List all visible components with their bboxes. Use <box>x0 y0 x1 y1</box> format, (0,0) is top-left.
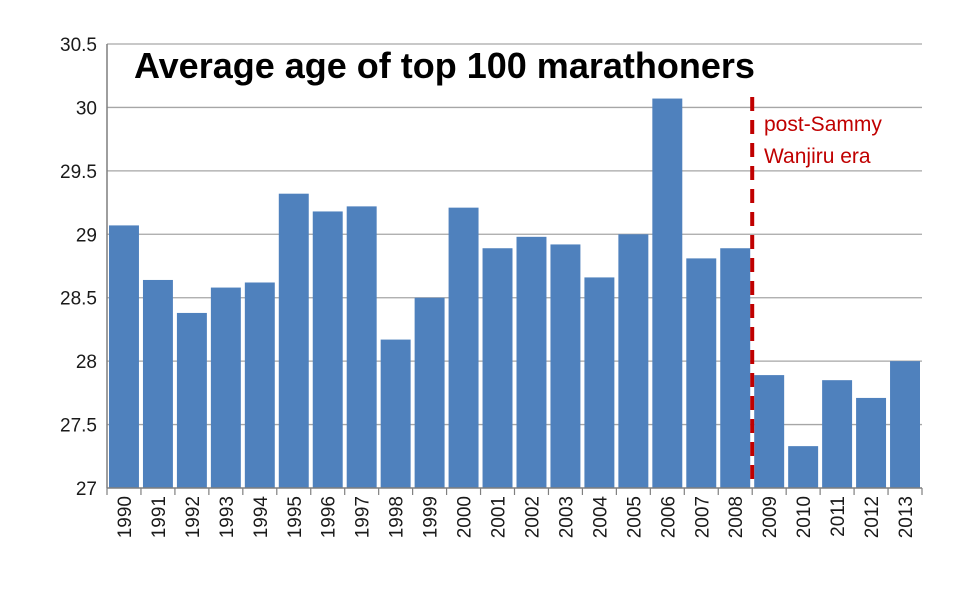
x-tick-label: 1994 <box>251 496 272 539</box>
bar-2012 <box>856 397 887 488</box>
x-tick-label: 1992 <box>183 496 204 538</box>
bar-2001 <box>482 248 513 488</box>
bar-1999 <box>414 297 445 488</box>
bar-1997 <box>346 206 377 488</box>
x-tick-label: 2007 <box>692 496 713 538</box>
x-tick-label: 2003 <box>556 496 577 538</box>
y-tick-label: 29 <box>76 225 97 246</box>
x-tick-label: 1990 <box>115 496 136 538</box>
annotation-line-2: Wanjiru era <box>764 145 871 168</box>
y-tick-label: 27 <box>76 479 97 500</box>
axes <box>106 44 923 495</box>
x-tick-label: 2013 <box>896 496 917 538</box>
bar-2002 <box>516 236 547 488</box>
gridlines <box>107 43 922 426</box>
x-tick-label: 2010 <box>794 496 815 538</box>
bar-1992 <box>176 312 207 488</box>
x-tick-label: 1993 <box>217 496 238 538</box>
x-tick-label: 2008 <box>726 496 747 538</box>
bar-2010 <box>788 446 819 488</box>
y-tick-label: 29.5 <box>60 162 97 183</box>
bar-1990 <box>109 225 139 489</box>
bar-2006 <box>652 98 683 488</box>
y-tick-label: 27.5 <box>60 416 97 437</box>
x-tick-label: 2012 <box>862 496 883 538</box>
bar-2005 <box>618 234 649 488</box>
x-tick-label: 2000 <box>455 496 476 538</box>
x-tick-label: 2011 <box>828 496 849 537</box>
y-tick-label: 28.5 <box>60 289 97 310</box>
bar-2011 <box>822 380 853 488</box>
x-tick-label: 1999 <box>421 496 442 538</box>
x-tick-label: 1991 <box>149 496 170 538</box>
bar-1991 <box>142 279 173 488</box>
bar-2009 <box>754 375 785 488</box>
bar-1993 <box>210 287 241 488</box>
y-tick-label: 28 <box>76 352 97 373</box>
bar-2007 <box>686 258 717 488</box>
y-tick-label: 30.5 <box>60 35 97 56</box>
chart-title: Average age of top 100 marathoners <box>134 45 755 86</box>
x-tick-label: 2004 <box>590 496 611 539</box>
bar-1994 <box>244 282 275 488</box>
x-tick-label: 2002 <box>522 496 543 538</box>
bars <box>109 98 920 489</box>
bar-2000 <box>448 207 479 488</box>
x-tick-label: 1995 <box>285 496 306 538</box>
x-tick-label: 2005 <box>624 496 645 538</box>
y-tick-labels: 27 27.5 28 28.5 29 29.5 30 30.5 <box>60 35 97 500</box>
x-tick-labels: 1990 1991 1992 1993 1994 1995 1996 1997 1998 1999… <box>115 496 917 539</box>
y-tick-label: 30 <box>76 98 97 119</box>
x-tick-label: 1997 <box>353 496 374 538</box>
bar-2013 <box>890 361 920 488</box>
bar-2003 <box>550 244 581 488</box>
bar-1995 <box>278 193 309 489</box>
x-tick-label: 2001 <box>489 496 510 538</box>
x-tick-label: 1996 <box>319 496 340 538</box>
bar-1996 <box>312 211 343 489</box>
x-tick-label: 1998 <box>387 496 408 538</box>
bar-2008 <box>720 248 751 488</box>
bar-2004 <box>584 277 615 488</box>
x-tick-label: 2006 <box>658 496 679 538</box>
annotation-line-1: post-Sammy <box>764 113 882 136</box>
bar-1998 <box>380 339 411 488</box>
x-tick-label: 2009 <box>760 496 781 538</box>
